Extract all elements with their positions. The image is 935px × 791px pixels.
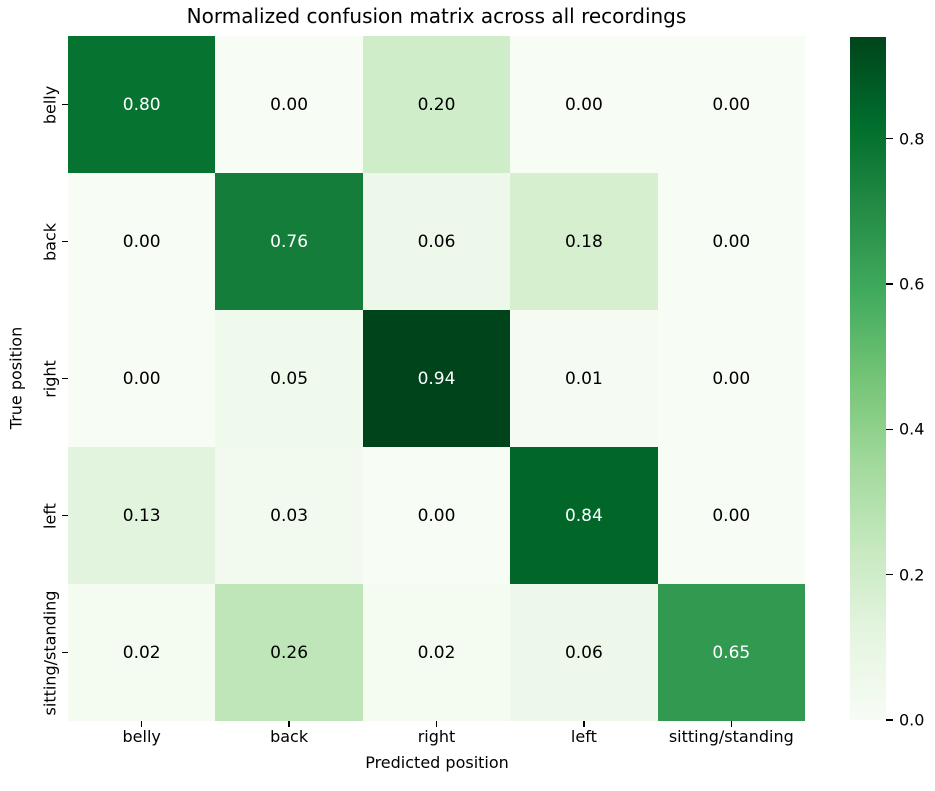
heatmap-cell: 0.20 — [362, 36, 511, 173]
y-tick-mark — [62, 240, 68, 243]
x-tick-label: belly — [122, 727, 161, 746]
y-tick-label: right — [40, 359, 60, 398]
heatmap-cell: 0.00 — [657, 36, 805, 173]
heatmap-grid: 0.80 0.00 0.20 0.00 0.00 0.00 0.76 0.06 0.18 0.00… — [68, 36, 805, 721]
colorbar-tick-mark — [886, 719, 893, 721]
heatmap-cell: 0.18 — [510, 173, 658, 310]
x-axis-label: Predicted position — [365, 753, 509, 772]
colorbar-tick-mark — [886, 428, 893, 431]
x-tick-mark — [435, 721, 438, 727]
heatmap-cell: 0.80 — [68, 36, 216, 173]
colorbar-tick-label: 0.6 — [899, 274, 925, 294]
y-tick-mark — [62, 103, 68, 106]
colorbar-tick-mark — [886, 283, 893, 285]
x-tick-label: right — [417, 727, 456, 746]
x-tick-mark — [730, 721, 733, 727]
y-tick-mark — [62, 651, 68, 654]
heatmap-cell: 0.03 — [215, 447, 363, 584]
heatmap-cell: 0.00 — [68, 310, 216, 447]
heatmap-cell: 0.01 — [510, 310, 658, 447]
y-tick-label: belly — [40, 85, 60, 124]
y-axis-label: True position — [6, 326, 26, 430]
heatmap-cell: 0.00 — [68, 173, 216, 310]
heatmap-cell: 0.00 — [657, 310, 805, 447]
y-tick-mark — [62, 514, 68, 517]
heatmap-cell: 0.05 — [215, 310, 363, 447]
y-tick-label: left — [40, 502, 60, 529]
heatmap-cell: 0.00 — [362, 447, 511, 584]
y-tick-label: sitting/standing — [40, 590, 60, 715]
x-tick-label: sitting/standing — [668, 727, 794, 746]
heatmap-cell: 0.06 — [362, 173, 511, 310]
heatmap-cell: 0.00 — [657, 447, 805, 584]
x-tick-mark — [140, 721, 143, 727]
heatmap-cell: 0.02 — [362, 584, 511, 721]
colorbar-tick-label: 0.2 — [899, 565, 925, 585]
chart-title: Normalized confusion matrix across all r… — [186, 4, 687, 28]
colorbar — [850, 37, 886, 720]
x-tick-mark — [583, 721, 585, 727]
y-tick-label: back — [40, 222, 60, 261]
x-tick-mark — [288, 721, 290, 727]
heatmap-cell: 0.65 — [657, 584, 805, 721]
x-tick-label: left — [570, 727, 597, 746]
colorbar-tick-mark — [886, 573, 893, 576]
colorbar-tick-mark — [886, 137, 893, 140]
colorbar-tick-label: 0.8 — [899, 129, 925, 149]
heatmap-cell: 0.84 — [510, 447, 658, 584]
heatmap-cell: 0.02 — [68, 584, 216, 721]
x-tick-label: back — [270, 727, 309, 746]
colorbar-tick-label: 0.0 — [899, 710, 925, 730]
heatmap-cell: 0.00 — [510, 36, 658, 173]
colorbar-tick-label: 0.4 — [899, 419, 925, 439]
heatmap-cell: 0.13 — [68, 447, 216, 584]
heatmap-cell: 0.06 — [510, 584, 658, 721]
heatmap-cell: 0.26 — [215, 584, 363, 721]
heatmap-cell: 0.94 — [362, 310, 511, 447]
heatmap-cell: 0.00 — [215, 36, 363, 173]
y-tick-mark — [62, 377, 68, 380]
heatmap-cell: 0.76 — [215, 173, 363, 310]
heatmap-cell: 0.00 — [657, 173, 805, 310]
